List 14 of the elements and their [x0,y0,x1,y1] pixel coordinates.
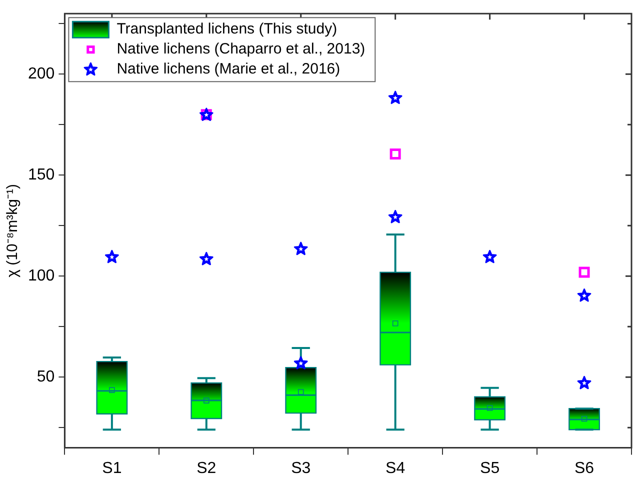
x-tick-label: S2 [196,460,216,477]
legend-label: Transplanted lichens (This study) [116,20,338,38]
x-tick-label: S4 [386,460,406,477]
x-tick-label: S1 [102,460,122,477]
legend-label: Native lichens (Marie et al., 2016) [116,60,340,78]
y-tick-label: 150 [28,166,55,184]
x-tick-label: S5 [480,460,500,477]
y-tick-label: 50 [36,368,55,386]
y-tick-label: 100 [28,268,55,285]
x-tick-label: S6 [574,460,594,477]
legend-label: Native lichens (Chaparro et al., 2013) [116,40,366,58]
x-tick-label: S3 [291,460,311,477]
y-axis-title: χ (10⁻⁸m³kg⁻¹) [4,184,22,278]
y-tick-label: 200 [28,66,55,83]
